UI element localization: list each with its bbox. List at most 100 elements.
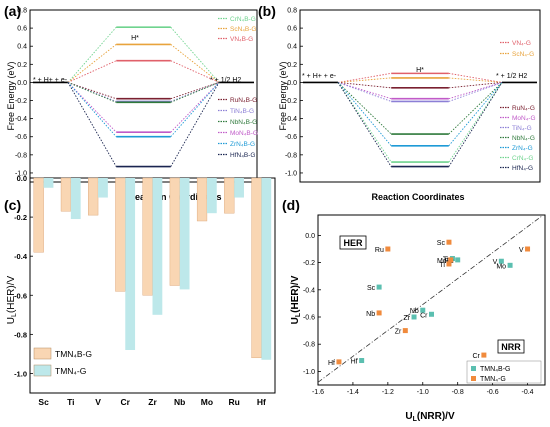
pd-point-label: Cr [420,312,428,319]
pa-ytick-label: 0.8 [17,8,27,15]
pa-legend-label: RuN₄B-G [230,97,257,104]
pd-xtick-label: -1.4 [347,389,359,396]
pa-ytick-label: 0.4 [17,44,27,51]
panel-d-ylabel: UL(HER)/V [290,275,302,324]
pc-bar-TMN4B-G-Mo [196,177,208,222]
pc-bar-TMN4-G-Zr [152,178,163,315]
pb-connector [448,82,503,167]
pc-bar-TMN4B-G-Hf [251,177,262,359]
xaxis-label-top-b: Reaction Coordinates [371,192,464,202]
pd-ytick-label: -0.2 [303,260,315,267]
pc-category-label: V [95,397,101,407]
pc-bar-TMN4-G-Nb [179,178,190,290]
pc-bar-TMN4-G-Cr [125,178,136,350]
her-region-label: HER [343,238,363,248]
pa-connector [170,82,220,133]
pb-legend-label: HfN₄-G [512,165,533,172]
pb-legend-label: ScN₄-G [512,51,534,58]
panel-b-state-initial: * + H+ + e- [302,73,337,80]
pd-ytick-label: -0.6 [303,315,315,322]
pd-ytick-label: -0.4 [303,287,315,294]
pb-connector [448,82,503,135]
pb-connector [337,82,392,135]
pd-point-TMN4-G-Nb [376,310,382,316]
pa-ytick-label: -1.0 [15,170,27,177]
pb-connector [448,77,503,83]
pd-point-label: Ru [375,247,384,254]
panel-a-state-final: * + 1/2 H2 [210,77,241,84]
pb-connector [337,82,392,167]
panel-a-state-initial: * + H+ + e- [33,77,68,84]
panel-d-frame [317,214,546,386]
pd-point-TMN4-G-Sc [446,239,452,245]
pb-ytick-label: -0.8 [285,152,297,159]
pd-point-label: Nb [410,308,419,315]
panel-a-letter: (a) [4,3,21,19]
pd-legend-label: TMN₄B-G [480,366,510,373]
pb-connector [448,81,503,102]
pd-point-TMN4B-G-Ru [455,257,461,263]
pd-point-TMN4-G-Ru [385,246,391,252]
pc-bar-TMN4B-G-Nb [169,177,180,286]
panel-b-frame [299,9,541,183]
pc-legend-label: TMN₄B-G [55,349,92,359]
pa-connector [67,82,117,102]
pb-ytick-label: 0.8 [287,8,297,15]
pa-ytick-label: -0.4 [15,116,27,123]
pa-ytick-label: -0.6 [15,134,27,141]
pd-legend-label: TMN₄-G [480,376,506,383]
pb-connector [448,81,503,100]
pd-ytick-label: -1.0 [303,369,315,376]
pd-ytick-label: 0.0 [305,233,315,240]
pa-legend-label: CrN₄B-G [230,16,256,23]
pc-bar-TMN4B-G-Sc [33,177,44,253]
pa-ytick-label: -0.2 [15,98,27,105]
pa-connector [67,82,117,103]
pa-ytick-label: -0.8 [15,152,27,159]
panel-c: UL(HER)/V 0.0 -0.2 -0.4 -0.6 -0.8 -1.0 Sc Ti V C… [6,174,276,407]
pd-xtick-label: -1.0 [417,389,429,396]
pa-connector [170,82,220,138]
pa-legend-label: HfN₄B-G [230,152,255,159]
pb-ytick-label: 0.6 [287,26,297,33]
pd-point-label: Zr [403,315,410,322]
pd-point-label: Ti [439,262,445,269]
nrr-region-label: NRR [501,342,521,352]
pd-point-label: Mo [496,263,506,270]
pa-legend-label: VN₄B-G [230,36,253,43]
pc-legend-swatch [33,364,52,377]
pc-category-label: Ru [228,397,239,407]
pd-point-TMN4B-G-Nb [420,307,426,313]
pc-bar-TMN4B-G-Zr [142,177,153,296]
pc-bar-TMN4B-G-Ru [224,177,235,214]
pc-legend-label: TMN₄-G [55,366,86,376]
pa-connector [67,82,117,138]
pd-point-TMN4-G-Mo [448,257,454,263]
panel-c-ylabel: UL(HER)/V [6,275,18,324]
pc-ytick-label: -0.6 [14,291,27,300]
pc-ytick-label: -0.2 [14,213,27,222]
pd-point-label: Mo [437,258,447,265]
pd-point-label: Hf [351,359,358,366]
pa-connector [170,81,220,100]
pa-legend-label: ScN₄B-G [230,26,257,33]
pa-connector [170,44,220,83]
pb-ytick-label: -1.0 [285,170,297,177]
pb-connector [337,81,392,89]
pa-connector [67,26,117,83]
pb-legend-label: RuN₄-G [512,105,535,112]
panel-b: Free Energy (eV) 0.8 0.6 0.4 0.2 0.0 -0.2 -0.4… [278,8,541,183]
pd-point-label: Nb [366,311,375,318]
pc-ytick-label: -1.0 [14,369,27,378]
pd-legend-marker [471,376,476,381]
pb-ytick-label: 0.4 [287,44,297,51]
pb-connector [448,72,503,83]
pa-connector [170,26,220,83]
panel-d-xlabel: UL(NRR)/V [405,411,455,423]
panel-a: Free Energy (eV) 0.8 0.6 0.4 0.2 0.0 -0.2 -0.4… [6,8,258,183]
pc-bar-TMN4-G-Mo [206,178,217,214]
pd-point-TMN4-G-Hf [336,359,342,365]
pd-xtick-label: -1.2 [382,389,394,396]
pd-point-TMN4B-G-Sc [376,284,382,290]
